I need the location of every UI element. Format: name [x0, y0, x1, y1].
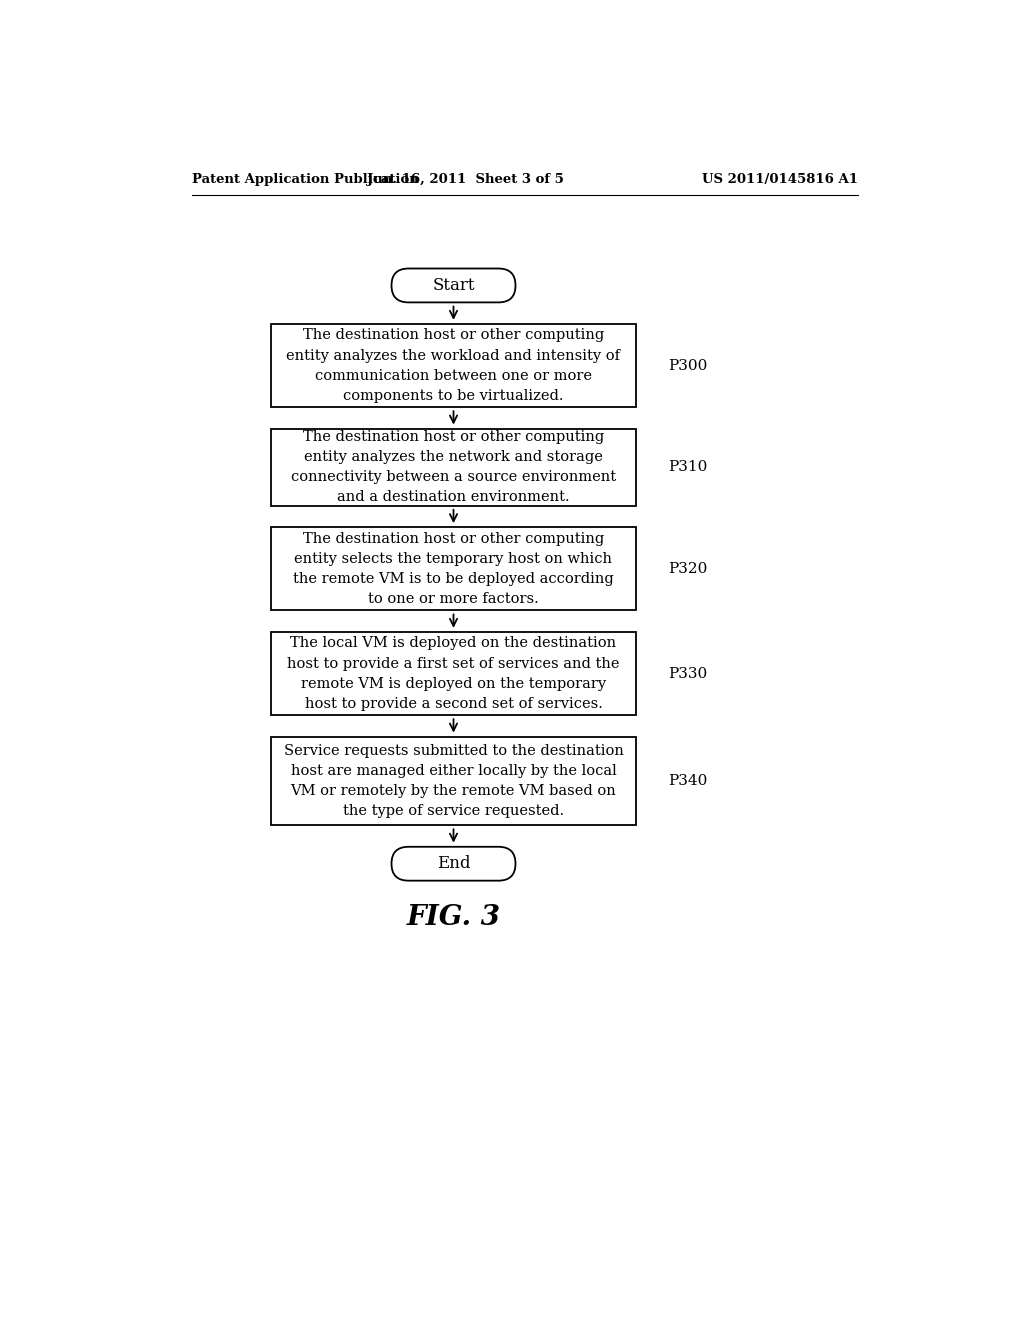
Text: Service requests submitted to the destination
host are managed either locally by: Service requests submitted to the destin…: [284, 744, 624, 818]
Text: The destination host or other computing
entity analyzes the workload and intensi: The destination host or other computing …: [287, 329, 621, 403]
Text: The destination host or other computing
entity selects the temporary host on whi: The destination host or other computing …: [293, 532, 613, 606]
Text: P320: P320: [669, 562, 708, 576]
Text: End: End: [437, 855, 470, 873]
Text: P340: P340: [669, 774, 708, 788]
FancyBboxPatch shape: [271, 632, 636, 715]
Text: Start: Start: [432, 277, 475, 294]
FancyBboxPatch shape: [271, 737, 636, 825]
Text: The destination host or other computing
entity analyzes the network and storage
: The destination host or other computing …: [291, 430, 616, 504]
Text: US 2011/0145816 A1: US 2011/0145816 A1: [702, 173, 858, 186]
FancyBboxPatch shape: [271, 429, 636, 506]
Text: Jun. 16, 2011  Sheet 3 of 5: Jun. 16, 2011 Sheet 3 of 5: [367, 173, 563, 186]
Text: P310: P310: [669, 461, 708, 474]
Text: The local VM is deployed on the destination
host to provide a first set of servi: The local VM is deployed on the destinat…: [288, 636, 620, 710]
Text: FIG. 3: FIG. 3: [407, 904, 501, 931]
FancyBboxPatch shape: [271, 527, 636, 610]
Text: P300: P300: [669, 359, 708, 372]
FancyBboxPatch shape: [271, 323, 636, 407]
FancyBboxPatch shape: [391, 847, 515, 880]
Text: P330: P330: [669, 667, 708, 681]
Text: Patent Application Publication: Patent Application Publication: [191, 173, 418, 186]
FancyBboxPatch shape: [391, 268, 515, 302]
